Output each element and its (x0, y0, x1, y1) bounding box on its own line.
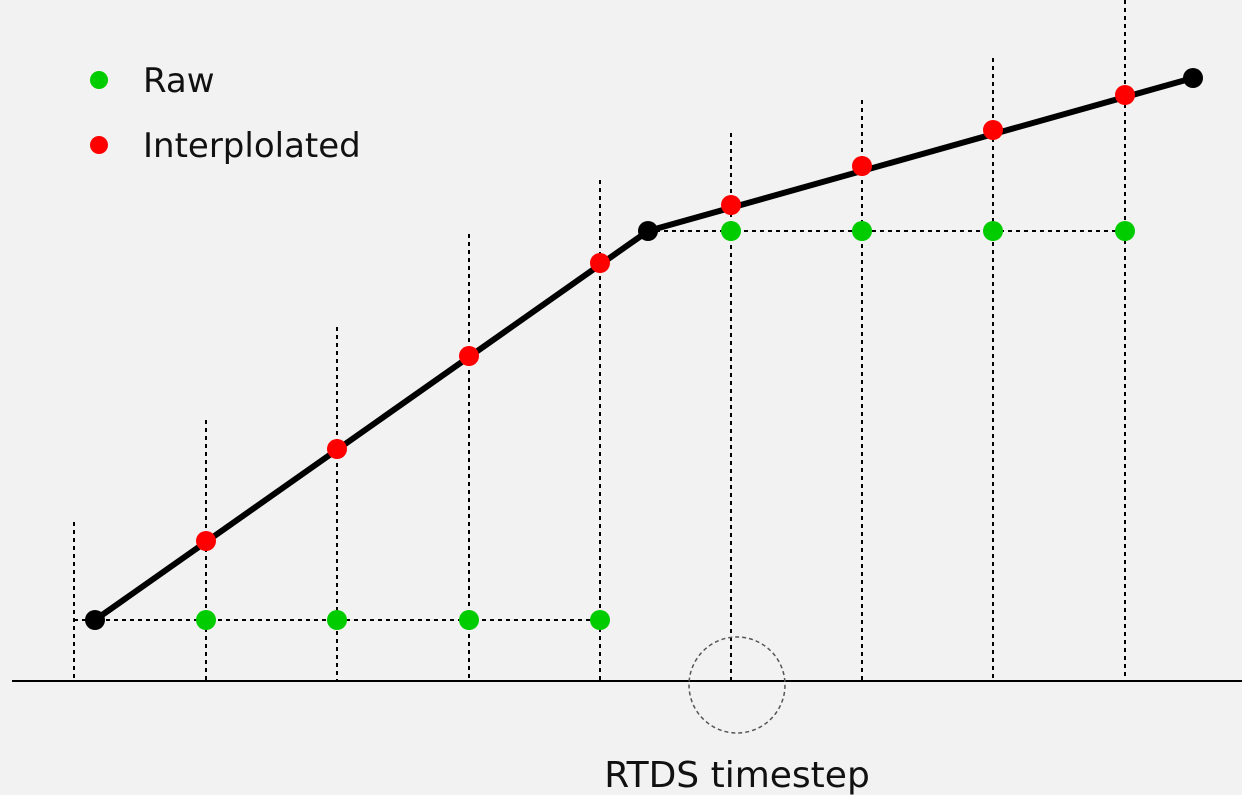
interpolated-point (459, 346, 479, 366)
interpolated-point (852, 156, 872, 176)
raw-point (327, 610, 347, 630)
knot-point (85, 610, 105, 630)
interpolated-point (983, 120, 1003, 140)
legend-raw-label: Raw (143, 61, 215, 101)
interpolated-point (1115, 85, 1135, 105)
interpolated-point (327, 439, 347, 459)
legend-interpolated-label: Interplolated (143, 126, 361, 166)
interpolated-point (590, 253, 610, 273)
raw-points (196, 221, 1135, 630)
legend: Raw Interplolated (90, 61, 361, 166)
timestep-highlight-circle (688, 636, 786, 734)
raw-point (721, 221, 741, 241)
interpolated-points (196, 85, 1135, 551)
raw-point (1115, 221, 1135, 241)
raw-point (196, 610, 216, 630)
knot-point (1183, 68, 1203, 88)
raw-hold-lines (74, 230, 1125, 621)
knot-points (85, 68, 1203, 630)
timestep-gridlines (73, 0, 1126, 680)
interpolated-point (196, 531, 216, 551)
raw-point (590, 610, 610, 630)
interpolated-point (721, 195, 741, 215)
raw-point (459, 610, 479, 630)
raw-point (983, 221, 1003, 241)
knot-point (638, 221, 658, 241)
legend-raw-marker (90, 71, 108, 89)
timestep-caption: RTDS timestep (604, 755, 870, 795)
raw-point (852, 221, 872, 241)
legend-interpolated-marker (90, 136, 108, 154)
